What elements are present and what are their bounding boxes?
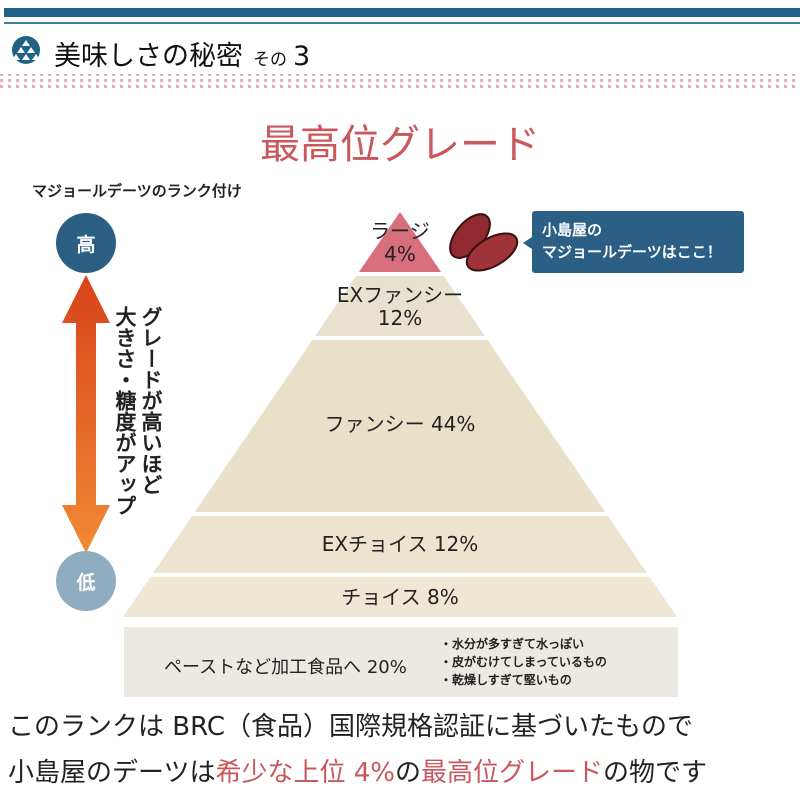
pyramid-label-ex-choice: EXチョイス 12% bbox=[321, 532, 479, 556]
scale-caption-line2: 大きさ・糖度がアップ bbox=[113, 306, 137, 516]
footer-line2: 小島屋のデーツは希少な上位 4%の最高位グレードの物です bbox=[8, 758, 708, 788]
section-number: 3 bbox=[293, 41, 311, 72]
callout-line1: 小島屋の bbox=[542, 221, 603, 239]
processed-food-label: ペーストなど加工食品へ 20% bbox=[164, 657, 407, 678]
grade-pyramid bbox=[122, 212, 678, 617]
header-rule bbox=[4, 22, 800, 24]
header-bar bbox=[4, 8, 800, 17]
callout-line2: マジョールデーツはここ！ bbox=[542, 243, 722, 261]
footer-line1: このランクは BRC（食品）国際規格認証に基づいたもので bbox=[8, 712, 694, 742]
processed-reasons-list: ・水分が多すぎて水っぽい ・皮がむけてしまっているもの ・乾燥しすぎて堅いもの bbox=[440, 635, 607, 689]
pyramid-label-choice: チョイス 8% bbox=[341, 585, 459, 609]
callout-bubble: 小島屋の マジョールデーツはここ！ bbox=[523, 211, 744, 273]
pyramid-label-ex-fancy: EXファンシー 12% bbox=[336, 283, 464, 330]
section-suffix: その bbox=[253, 50, 287, 70]
pyramid-layer-3 bbox=[194, 340, 606, 512]
reason-item: ・水分が多すぎて水っぽい bbox=[440, 637, 585, 651]
pyramid-label-large: ラージ 4% bbox=[370, 219, 430, 266]
section-title-text: 美味しさの秘密 bbox=[54, 41, 243, 72]
pyramid-label-fancy: ファンシー 44% bbox=[324, 412, 476, 436]
high-badge: 高 bbox=[56, 213, 116, 273]
section-title: 美味しさの秘密 その 3 bbox=[54, 34, 310, 73]
scale-caption-line1: グレードが高いほど bbox=[139, 306, 163, 495]
rank-label: マジョールデーツのランク付け bbox=[32, 182, 242, 200]
processed-food-box bbox=[124, 627, 678, 697]
double-arrow-icon bbox=[62, 275, 110, 553]
kikko-pattern-icon bbox=[12, 36, 40, 64]
pyramid-layer-4 bbox=[153, 516, 647, 573]
page-title: 最高位グレード bbox=[260, 122, 540, 168]
pyramid-layer-2 bbox=[315, 276, 485, 336]
low-badge: 低 bbox=[56, 551, 116, 611]
pyramid-layer-1 bbox=[358, 212, 442, 272]
reason-item: ・皮がむけてしまっているもの bbox=[440, 655, 607, 669]
decorative-pattern-divider bbox=[0, 74, 800, 88]
dates-illustration bbox=[449, 213, 519, 272]
reason-item: ・乾燥しすぎて堅いもの bbox=[440, 673, 572, 687]
pyramid-layer-5 bbox=[122, 577, 678, 617]
